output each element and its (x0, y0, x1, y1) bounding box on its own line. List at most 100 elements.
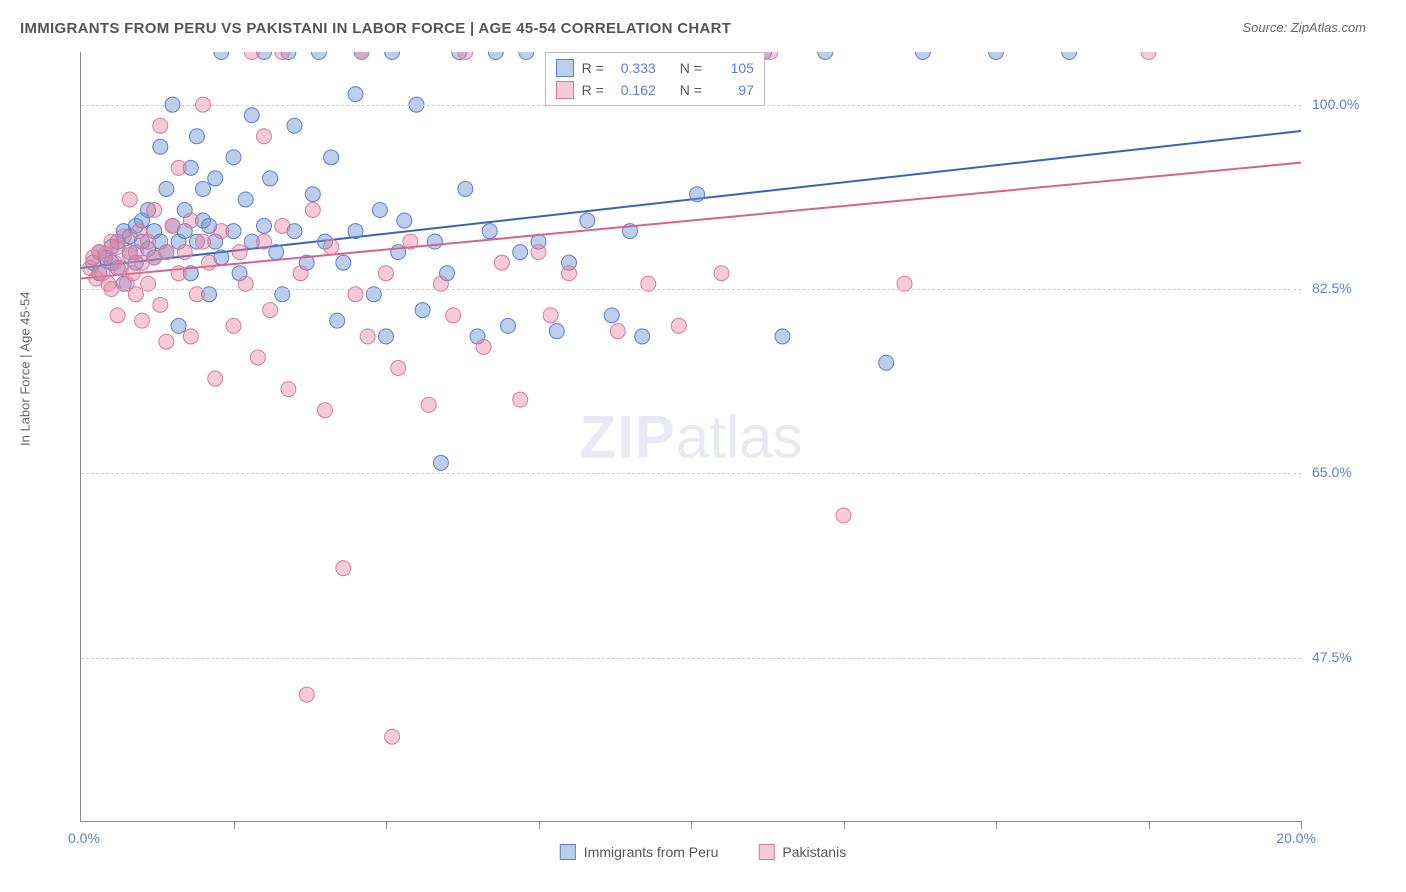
source-label: Source: ZipAtlas.com (1242, 20, 1366, 35)
point-pakistani (293, 266, 308, 281)
r-label: R = (582, 60, 604, 76)
point-pakistani (562, 266, 577, 281)
chart-container: IMMIGRANTS FROM PERU VS PAKISTANI IN LAB… (20, 20, 1386, 872)
point-peru (604, 308, 619, 323)
scatter-svg (81, 52, 1301, 821)
point-pakistani (141, 234, 156, 249)
point-pakistani (159, 245, 174, 260)
point-pakistani (135, 313, 150, 328)
xaxis-label-left: 0.0% (68, 830, 100, 846)
point-peru (263, 171, 278, 186)
point-peru (372, 203, 387, 218)
point-peru (348, 224, 363, 239)
r-label: R = (582, 82, 604, 98)
point-pakistani (299, 687, 314, 702)
point-pakistani (446, 308, 461, 323)
point-pakistani (494, 255, 509, 270)
point-peru (879, 355, 894, 370)
point-peru (818, 52, 833, 60)
xtick (691, 821, 692, 829)
ytick-label: 100.0% (1312, 96, 1359, 112)
point-pakistani (196, 234, 211, 249)
point-peru (915, 52, 930, 60)
point-pakistani (714, 266, 729, 281)
point-pakistani (257, 129, 272, 144)
swatch-pakistani (556, 81, 574, 99)
point-peru (458, 181, 473, 196)
point-peru (153, 139, 168, 154)
point-pakistani (281, 382, 296, 397)
point-peru (501, 318, 516, 333)
point-pakistani (226, 318, 241, 333)
point-peru (196, 181, 211, 196)
xtick (539, 821, 540, 829)
point-pakistani (171, 160, 186, 175)
point-pakistani (257, 234, 272, 249)
point-pakistani (159, 334, 174, 349)
point-pakistani (171, 266, 186, 281)
point-pakistani (836, 508, 851, 523)
point-pakistani (403, 234, 418, 249)
legend-label-peru: Immigrants from Peru (584, 844, 719, 860)
corr-row-pakistani: R =0.162N =97 (556, 79, 754, 101)
point-pakistani (543, 308, 558, 323)
point-peru (324, 150, 339, 165)
series-legend: Immigrants from Peru Pakistanis (560, 844, 846, 860)
point-pakistani (360, 329, 375, 344)
point-pakistani (610, 324, 625, 339)
point-peru (519, 52, 534, 60)
ytick-label: 82.5% (1312, 280, 1352, 296)
point-pakistani (165, 218, 180, 233)
point-peru (385, 52, 400, 60)
point-pakistani (214, 224, 229, 239)
r-value: 0.162 (612, 82, 656, 98)
xtick (1301, 821, 1302, 829)
point-pakistani (354, 52, 369, 60)
point-peru (330, 313, 345, 328)
point-peru (159, 181, 174, 196)
point-peru (269, 245, 284, 260)
legend-item-pakistani: Pakistanis (758, 844, 846, 860)
point-pakistani (379, 266, 394, 281)
point-peru (189, 129, 204, 144)
point-peru (214, 52, 229, 60)
point-pakistani (305, 203, 320, 218)
point-peru (433, 455, 448, 470)
point-pakistani (513, 392, 528, 407)
point-pakistani (391, 361, 406, 376)
point-pakistani (531, 245, 546, 260)
point-peru (348, 87, 363, 102)
swatch-pakistani (758, 844, 774, 860)
xtick (234, 821, 235, 829)
point-pakistani (177, 245, 192, 260)
plot-inner: ZIPatlas (81, 52, 1301, 821)
n-label: N = (680, 82, 702, 98)
n-label: N = (680, 60, 702, 76)
point-pakistani (385, 729, 400, 744)
chart-title: IMMIGRANTS FROM PERU VS PAKISTANI IN LAB… (20, 20, 1386, 37)
point-pakistani (183, 329, 198, 344)
point-peru (580, 213, 595, 228)
point-peru (513, 245, 528, 260)
swatch-peru (556, 59, 574, 77)
yaxis-title: In Labor Force | Age 45-54 (18, 292, 33, 446)
point-pakistani (116, 229, 131, 244)
legend-label-pakistani: Pakistanis (782, 844, 846, 860)
plot-area: ZIPatlas R =0.333N =105R =0.162N =97 (80, 52, 1301, 822)
xaxis-label-right: 20.0% (1276, 830, 1316, 846)
point-peru (635, 329, 650, 344)
point-pakistani (183, 213, 198, 228)
point-pakistani (1141, 52, 1156, 60)
point-peru (336, 255, 351, 270)
point-pakistani (275, 218, 290, 233)
gridline (81, 658, 1301, 659)
swatch-peru (560, 844, 576, 860)
point-peru (690, 187, 705, 202)
point-peru (775, 329, 790, 344)
point-peru (257, 218, 272, 233)
point-peru (238, 192, 253, 207)
point-pakistani (250, 350, 265, 365)
xtick (1149, 821, 1150, 829)
point-peru (208, 171, 223, 186)
point-pakistani (263, 303, 278, 318)
